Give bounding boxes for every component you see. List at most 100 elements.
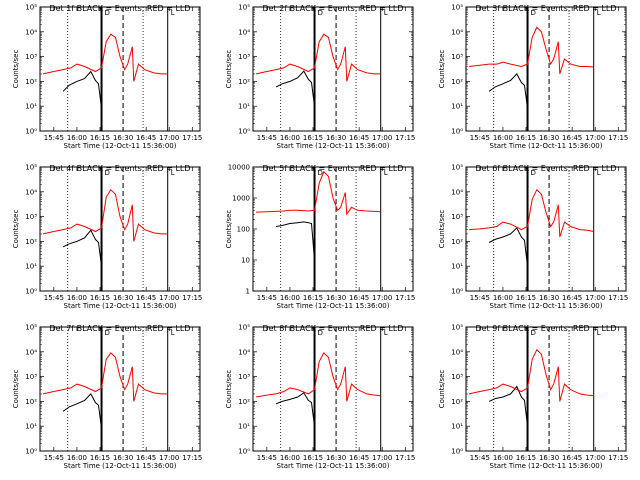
marker-tag: D [531, 9, 536, 17]
y-tick-label: 10⁴ [25, 188, 37, 196]
y-tick-label: 10¹ [451, 423, 463, 431]
x-tick-label: 16:00 [493, 134, 513, 142]
x-tick-label: 16:00 [280, 134, 300, 142]
y-tick-label: 10³ [238, 53, 250, 61]
series-line-lld [256, 352, 381, 402]
x-tick-label: 16:15 [303, 134, 323, 142]
chart-title: Det 3f BLACK = Events, RED = LLD [475, 4, 616, 13]
x-tick-label: 16:30 [113, 294, 133, 302]
y-tick-label: 10¹ [238, 423, 250, 431]
series-line-events [488, 227, 528, 267]
y-tick-label: 10² [238, 398, 250, 406]
x-tick-label: 17:00 [372, 294, 392, 302]
x-tick-label: 17:15 [395, 454, 415, 462]
y-tick-label: 10³ [451, 53, 463, 61]
chart-title: Det 2f BLACK = Events, RED = LLD [262, 4, 403, 13]
y-tick-label: 10⁵ [25, 164, 37, 172]
x-tick-label: 16:00 [493, 294, 513, 302]
y-tick-label: 10² [451, 238, 463, 246]
x-tick-label: 16:00 [280, 454, 300, 462]
x-tick-label: 17:00 [372, 134, 392, 142]
x-axis-label: Start Time (12-Oct-11 15:36:00) [277, 302, 390, 310]
x-axis-label: Start Time (12-Oct-11 15:36:00) [490, 462, 603, 470]
x-tick-label: 17:00 [585, 294, 605, 302]
series-line-lld [469, 26, 594, 75]
chart-panel-4: Det 4f BLACK = Events, RED = LLD 10⁰ 10¹ 10… [12, 164, 202, 311]
y-tick-label: 10² [451, 398, 463, 406]
y-tick-label: 10¹ [25, 103, 37, 111]
x-tick-label: 16:30 [113, 134, 133, 142]
x-tick-label: 16:45 [562, 134, 582, 142]
x-axis-label: Start Time (12-Oct-11 15:36:00) [64, 462, 177, 470]
y-tick-label: 10² [238, 78, 250, 86]
y-tick-label: 10⁴ [238, 28, 250, 36]
x-tick-label: 16:30 [326, 294, 346, 302]
series-line-lld [468, 348, 594, 402]
y-tick-label: 10⁰ [25, 128, 37, 136]
series-line-lld [255, 33, 381, 82]
y-tick-label: 10⁵ [451, 164, 463, 172]
y-tick-label: 10³ [451, 373, 463, 381]
plot-frame [465, 166, 627, 292]
series-line-lld [42, 33, 168, 82]
series-line-lld [42, 352, 168, 402]
x-tick-label: 16:15 [516, 134, 536, 142]
x-tick-label: 15:45 [44, 134, 64, 142]
x-tick-label: 15:45 [470, 294, 490, 302]
chart-title: Det 5f BLACK = Events, RED = LLD [262, 164, 403, 173]
plot-frame [39, 6, 201, 132]
marker-tag: L [384, 9, 388, 17]
x-tick-label: 16:15 [90, 454, 110, 462]
x-tick-label: 17:00 [585, 134, 605, 142]
plot-frame [465, 6, 627, 132]
y-tick-label: 10⁴ [25, 348, 37, 356]
y-tick-label: 10⁴ [451, 188, 463, 196]
y-tick-label: 10³ [25, 53, 37, 61]
x-tick-label: 17:15 [182, 134, 202, 142]
y-axis-label: Counts/sec [438, 50, 446, 89]
y-tick-label: 10⁰ [25, 288, 37, 296]
x-tick-label: 16:30 [539, 294, 559, 302]
y-tick-label: 10⁵ [25, 4, 37, 12]
x-tick-label: 15:45 [470, 454, 490, 462]
chart-title: Det 4f BLACK = Events, RED = LLD [49, 164, 190, 173]
plot-frame [39, 326, 201, 452]
marker-tag: D [105, 329, 110, 337]
y-tick-label: 10⁵ [238, 4, 250, 12]
chart-title: Det 7f BLACK = Events, RED = LLD [49, 324, 190, 333]
x-tick-label: 17:00 [585, 454, 605, 462]
y-tick-label: 10¹ [451, 103, 463, 111]
x-tick-label: 17:00 [159, 294, 179, 302]
x-tick-label: 16:45 [349, 294, 369, 302]
marker-tag: D [318, 9, 323, 17]
x-tick-label: 15:45 [257, 294, 277, 302]
y-tick-label: 10³ [238, 373, 250, 381]
x-tick-label: 16:45 [136, 454, 156, 462]
x-tick-label: 16:30 [539, 134, 559, 142]
y-axis-label: Counts/sec [225, 210, 233, 249]
marker-tag: D [105, 9, 110, 17]
x-tick-label: 16:45 [349, 454, 369, 462]
x-axis-label: Start Time (12-Oct-11 15:36:00) [277, 462, 390, 470]
y-tick-label: 1000 [232, 195, 250, 203]
chart-panel-3: Det 3f BLACK = Events, RED = LLD 10⁰ 10¹ 10… [438, 4, 628, 151]
x-tick-label: 16:15 [90, 134, 110, 142]
chart-title: Det 6f BLACK = Events, RED = LLD [475, 164, 616, 173]
y-tick-label: 10¹ [451, 263, 463, 271]
y-tick-label: 1 [246, 288, 250, 296]
x-tick-label: 16:30 [539, 454, 559, 462]
series-line-events [62, 229, 102, 267]
y-tick-label: 10¹ [238, 103, 250, 111]
x-tick-label: 15:45 [44, 294, 64, 302]
marker-tag: L [384, 329, 388, 337]
y-axis-label: Counts/sec [12, 370, 20, 409]
series-line-events [275, 70, 315, 107]
marker-tag: L [171, 9, 175, 17]
series-line-events [276, 221, 315, 261]
x-tick-label: 15:45 [257, 134, 277, 142]
series-line-lld [256, 170, 381, 216]
x-tick-label: 16:45 [136, 134, 156, 142]
chart-panel-5: Det 5f BLACK = Events, RED = LLD 1 10 100 10… [225, 164, 415, 311]
x-axis-label: Start Time (12-Oct-11 15:36:00) [490, 142, 603, 150]
x-tick-label: 17:00 [372, 454, 392, 462]
